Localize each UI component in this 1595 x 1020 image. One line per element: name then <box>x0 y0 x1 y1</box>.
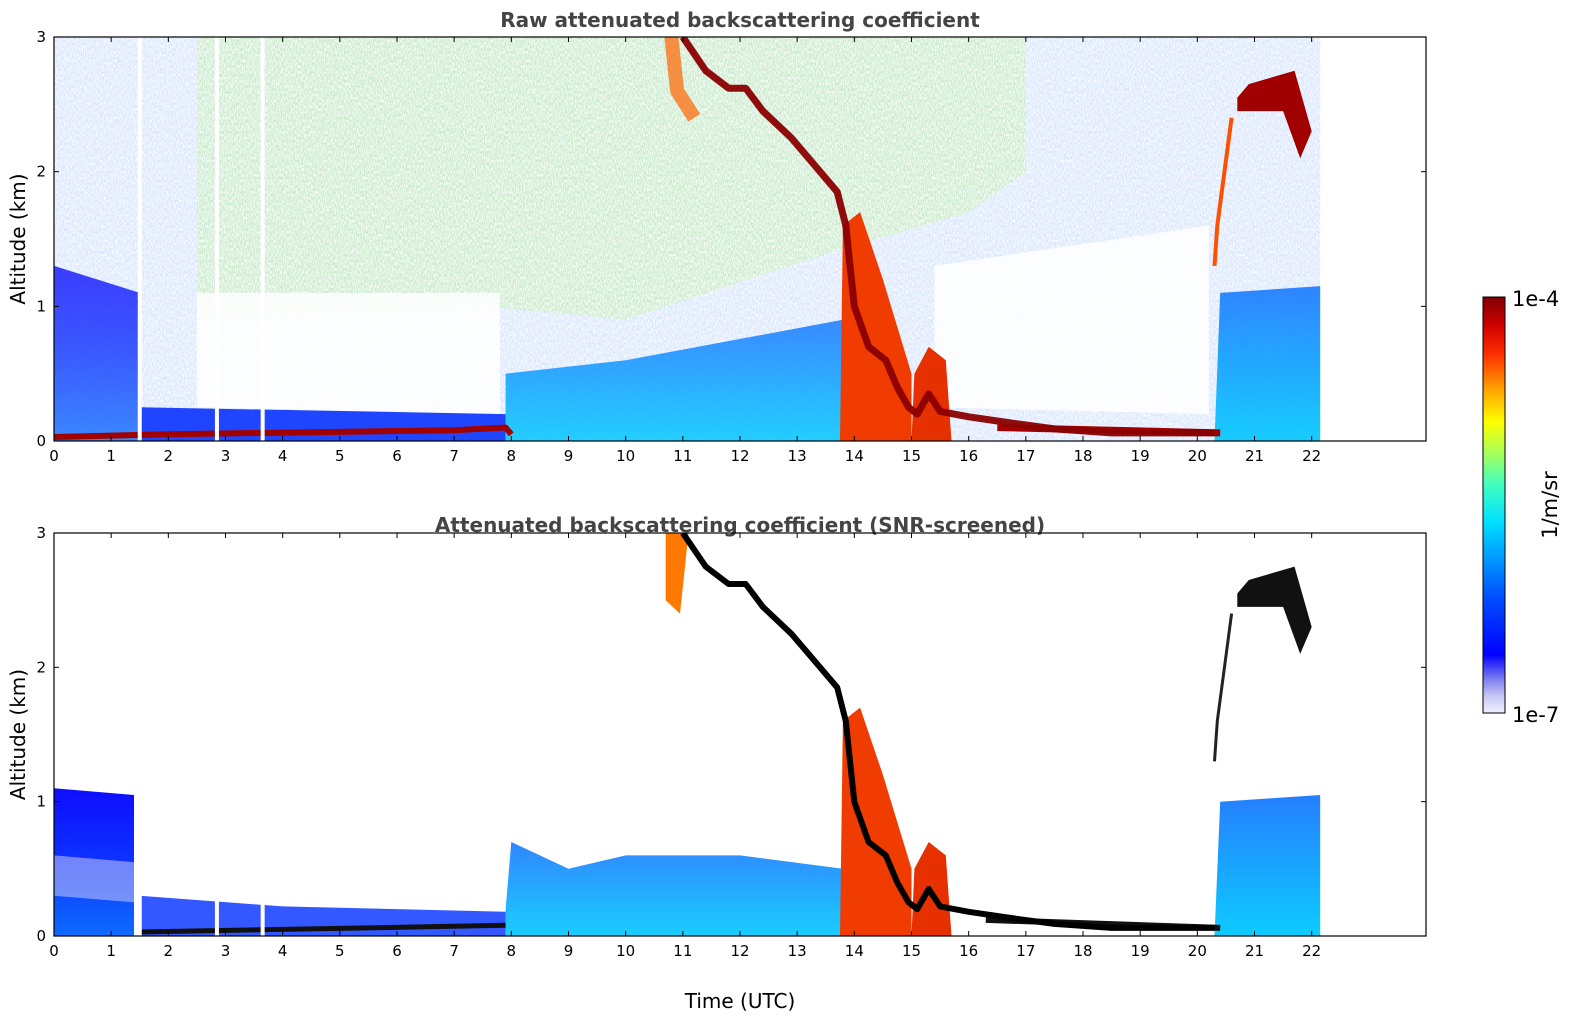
colorbar: 1e-4 1e-7 1/m/sr <box>1482 287 1562 727</box>
raw-evening-boundary-layer <box>1214 286 1321 441</box>
panel-raw-plot-area <box>54 37 1321 441</box>
panel-screened-y-axis-label: Altitude (km) <box>6 669 30 800</box>
x-tick-label: 5 <box>335 942 345 960</box>
x-tick-label: 18 <box>1073 942 1092 960</box>
panel-raw-y-axis-label: Altitude (km) <box>6 173 30 304</box>
x-tick-label: 17 <box>1016 942 1035 960</box>
raw-elevated-cloud <box>1237 70 1312 159</box>
x-tick-label: 4 <box>278 942 288 960</box>
screened-surface-aerosol-layer <box>139 922 506 935</box>
y-tick-label: 0 <box>36 432 46 450</box>
x-tick-label: 14 <box>845 942 864 960</box>
panel-screened-x-axis-label: Time (UTC) <box>684 989 796 1013</box>
raw-surface-aerosol-layer <box>54 424 514 440</box>
panel-screened-plot-area <box>54 533 1321 936</box>
x-tick-label: 15 <box>902 942 921 960</box>
x-tick-label: 20 <box>1188 942 1207 960</box>
colorbar-min-label: 1e-7 <box>1512 703 1559 727</box>
x-tick-label: 1 <box>106 447 116 465</box>
x-tick-label: 10 <box>616 447 635 465</box>
x-tick-label: 1 <box>106 942 116 960</box>
colorbar-scale <box>1482 296 1506 714</box>
panel-raw-title: Raw attenuated backscattering coefficien… <box>500 8 980 32</box>
x-tick-label: 18 <box>1073 447 1092 465</box>
x-tick-label: 21 <box>1245 447 1264 465</box>
x-tick-label: 19 <box>1131 447 1150 465</box>
screened-evening-boundary-layer <box>1214 795 1321 936</box>
panel-raw-y-ticks: 0 1 2 3 <box>36 28 1426 450</box>
screened-elevated-cloud <box>1237 566 1312 654</box>
panel-screened: Attenuated backscattering coefficient (S… <box>6 513 1427 1013</box>
screened-elevated-cloud-tail <box>1213 613 1234 762</box>
panel-screened-x-ticks: 0 1 2 3 4 5 6 7 8 9 10 11 12 13 14 15 16 17 18 19 20 21 22 <box>49 533 1321 960</box>
x-tick-label: 0 <box>49 942 59 960</box>
y-tick-label: 0 <box>36 927 46 945</box>
x-tick-label: 21 <box>1245 942 1264 960</box>
screened-cloud-fall-streaks <box>665 533 689 614</box>
x-tick-label: 8 <box>507 447 517 465</box>
x-tick-label: 5 <box>335 447 345 465</box>
x-tick-label: 0 <box>49 447 59 465</box>
x-tick-label: 10 <box>616 942 635 960</box>
colorbar-max-label: 1e-4 <box>1512 287 1559 311</box>
raw-elevated-cloud-tail <box>1212 117 1234 267</box>
raw-cloud-fall-streaks <box>664 37 701 122</box>
raw-nighttime-blue <box>54 265 140 441</box>
x-tick-label: 13 <box>788 942 807 960</box>
x-tick-label: 16 <box>959 447 978 465</box>
x-tick-label: 11 <box>673 447 692 465</box>
raw-morning-boundary-layer <box>505 319 843 441</box>
x-tick-label: 3 <box>221 942 231 960</box>
y-tick-label: 1 <box>36 793 46 811</box>
x-tick-label: 12 <box>730 942 749 960</box>
x-tick-label: 9 <box>564 447 574 465</box>
x-tick-label: 11 <box>673 942 692 960</box>
x-tick-label: 16 <box>959 942 978 960</box>
x-tick-label: 6 <box>392 447 402 465</box>
x-tick-label: 19 <box>1131 942 1150 960</box>
x-tick-label: 14 <box>845 447 864 465</box>
panel-screened-y-ticks: 0 1 2 3 <box>36 524 1426 945</box>
x-tick-label: 6 <box>392 942 402 960</box>
raw-clear-zone-left <box>196 292 500 415</box>
x-tick-label: 9 <box>564 942 574 960</box>
x-tick-label: 7 <box>449 447 459 465</box>
screened-morning-boundary-layer <box>505 842 843 936</box>
x-tick-label: 22 <box>1302 942 1321 960</box>
x-tick-label: 22 <box>1302 447 1321 465</box>
y-tick-label: 2 <box>36 658 46 676</box>
y-tick-label: 2 <box>36 163 46 181</box>
raw-descending-cloud-layer <box>679 37 1215 437</box>
x-tick-label: 7 <box>449 942 459 960</box>
x-tick-label: 17 <box>1016 447 1035 465</box>
x-tick-label: 8 <box>507 942 517 960</box>
x-tick-label: 15 <box>902 447 921 465</box>
y-tick-label: 3 <box>36 524 46 542</box>
x-tick-label: 2 <box>164 447 174 465</box>
x-tick-label: 12 <box>730 447 749 465</box>
screened-residual-haze <box>54 855 134 903</box>
y-tick-label: 1 <box>36 297 46 315</box>
y-tick-label: 3 <box>36 28 46 46</box>
x-tick-label: 4 <box>278 447 288 465</box>
x-tick-label: 3 <box>221 447 231 465</box>
colorbar-unit-label: 1/m/sr <box>1538 471 1562 539</box>
screened-descending-cloud-layer <box>680 533 1215 931</box>
x-tick-label: 20 <box>1188 447 1207 465</box>
x-tick-label: 2 <box>164 942 174 960</box>
panel-raw-x-ticks: 0 1 2 3 4 5 6 7 8 9 10 11 12 13 14 15 16 17 18 19 20 21 22 <box>49 37 1321 465</box>
panel-raw: Raw attenuated backscattering coefficien… <box>6 8 1427 465</box>
x-tick-label: 13 <box>788 447 807 465</box>
raw-clear-zone-right <box>934 225 1209 415</box>
